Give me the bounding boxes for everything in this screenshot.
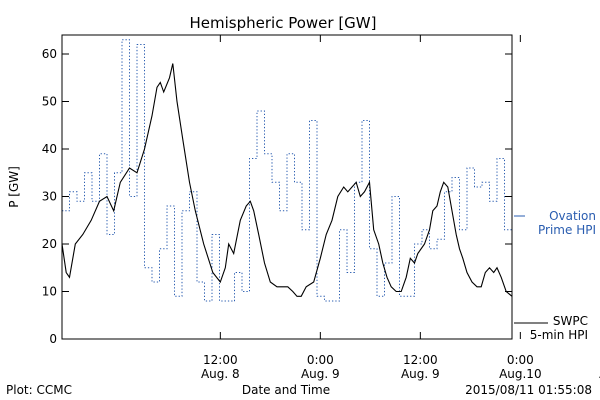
legend-swpc-label-2: 5-min HPI — [530, 328, 588, 342]
y-tick-label: 10 — [42, 285, 57, 299]
y-axis-label: P [GW] — [7, 166, 21, 208]
x-tick-label-date: Aug. 8 — [201, 367, 240, 381]
x-tick-label-time: 12:00 — [203, 353, 238, 367]
series-ovation-prime-line — [62, 39, 513, 302]
legend-ovation-label-2: Prime HPI — [538, 223, 596, 237]
y-tick-label: 50 — [42, 95, 57, 109]
footer-x-axis-label: Date and Time — [241, 383, 331, 397]
series-swpc-line — [61, 63, 513, 297]
legend-ovation: Ovation Prime HPI — [514, 209, 596, 237]
footer-timestamp: 2015/08/11 01:55:08 — [465, 383, 592, 397]
y-tick-label: 20 — [42, 237, 57, 251]
y-tick-label: 0 — [49, 332, 57, 346]
legend-swpc: SWPC 5-min HPI — [514, 314, 588, 342]
series-layer — [61, 39, 513, 302]
x-tick-label-time: 12:00 — [403, 353, 438, 367]
legend-swpc-label-1: SWPC — [553, 314, 588, 328]
footer-credit: Plot: CCMC — [6, 383, 72, 397]
legend-ovation-label-1: Ovation — [549, 209, 596, 223]
plot-frame — [61, 34, 513, 340]
x-tick-label-date: Aug. 9 — [401, 367, 440, 381]
y-axis: 0 10 20 30 40 50 60 — [42, 47, 512, 346]
y-tick-label: 40 — [42, 142, 57, 156]
y-tick-label: 60 — [42, 47, 57, 61]
x-tick-label-time: 0:00 — [507, 353, 534, 367]
y-tick-label: 30 — [42, 190, 57, 204]
x-tick-label-date: Aug. 9 — [301, 367, 340, 381]
chart-title: Hemispheric Power [GW] — [190, 14, 377, 32]
x-tick-label-time: 0:00 — [307, 353, 334, 367]
x-tick-label-date: Aug.10 — [499, 367, 542, 381]
